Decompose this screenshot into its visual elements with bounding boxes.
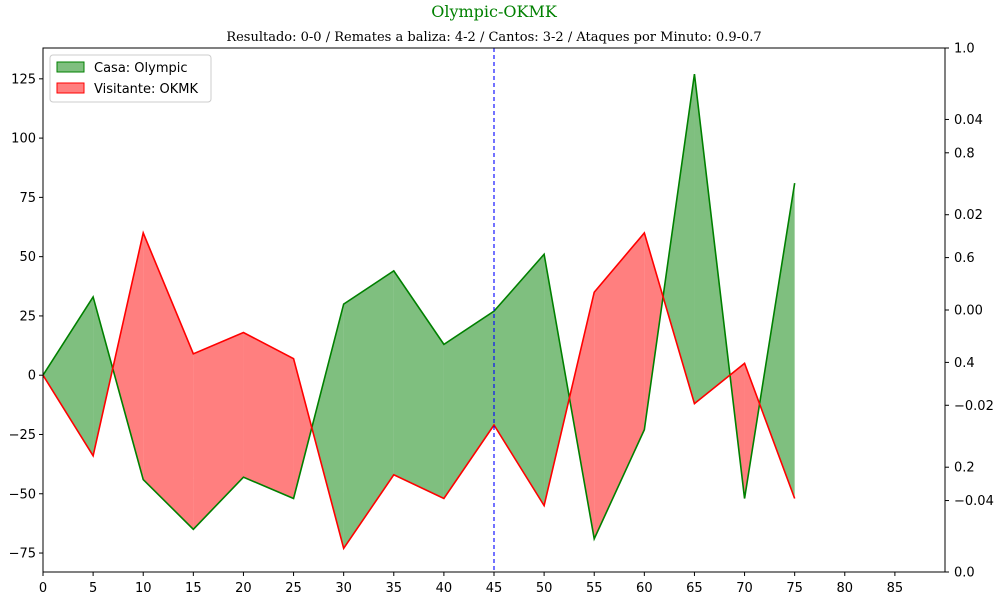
y-tick-label: −50 (9, 487, 36, 502)
legend-swatch-away (56, 82, 85, 94)
legend-label-away: Visitante: OKMK (94, 82, 198, 97)
right-outer-tick-label: 1.0 (954, 42, 975, 57)
right-outer-tick-label: 0.8 (954, 146, 975, 161)
right-inner-tick-label: −0.02 (954, 399, 994, 414)
x-tick-label: 5 (89, 581, 97, 596)
y-tick-label: 50 (19, 250, 36, 265)
right-inner-tick-label: 0.02 (954, 208, 983, 223)
right-outer-tick-label: 0.4 (954, 356, 975, 371)
fill-segment-7-0 (393, 270, 444, 499)
away-series-line (42, 230, 796, 551)
x-tick-label: 30 (335, 581, 352, 596)
fill-segment-14-0 (744, 363, 760, 499)
fill-segment-10-1 (569, 292, 595, 539)
y-tick-label: 0 (28, 369, 36, 384)
x-tick-label: 20 (235, 581, 252, 596)
fill-segment-5-0 (293, 358, 312, 499)
fill-segment-4-0 (243, 332, 294, 499)
right-outer-tick-label: 0.2 (954, 461, 975, 476)
x-tick-label: 80 (837, 581, 854, 596)
axes: 0 5 10 15 20 25 30 35 40 45 50 55 60 65 70 75 80 85 −75 −50… (9, 42, 994, 597)
fill-segment-11-0 (594, 232, 645, 539)
y-tick-label: 125 (11, 72, 36, 87)
x-tick-label: 70 (736, 581, 753, 596)
x-tick-label: 45 (486, 581, 503, 596)
fill-segment-10-0 (544, 254, 570, 506)
x-tick-label: 50 (536, 581, 553, 596)
legend: Casa: Olympic Visitante: OKMK (49, 54, 212, 103)
x-tick-label: 75 (786, 581, 803, 596)
fill-segment-14-1 (759, 183, 795, 499)
fill-segment-1-1 (112, 232, 144, 480)
legend-swatch-home (56, 61, 85, 73)
y-tick-label: 75 (19, 191, 36, 206)
fill-segment-0-0 (43, 296, 94, 456)
fill-segment-13-0 (694, 74, 730, 404)
right-inner-tick-label: 0.00 (954, 304, 983, 319)
x-tick-label: 25 (285, 581, 302, 596)
right-inner-tick-label: −0.04 (954, 494, 994, 509)
x-tick-label: 55 (586, 581, 603, 596)
x-tick-label: 35 (386, 581, 403, 596)
chart-title: Olympic-OKMK (431, 2, 558, 21)
y-tick-label: 100 (11, 132, 36, 147)
legend-label-home: Casa: Olympic (94, 61, 188, 76)
x-tick-label: 65 (686, 581, 703, 596)
right-inner-tick-label: 0.04 (954, 113, 983, 128)
fill-segment-12-1 (663, 74, 695, 404)
home-series-line (42, 73, 796, 542)
x-tick-label: 85 (887, 581, 904, 596)
x-tick-label: 0 (39, 581, 47, 596)
fill-segment-5-1 (311, 304, 344, 549)
fill-segment-6-0 (343, 270, 394, 549)
fill-segment-8-0 (443, 311, 494, 499)
fill-segment-3-0 (193, 332, 244, 530)
y-tick-label: −75 (9, 547, 36, 562)
x-tick-label: 40 (436, 581, 453, 596)
y-tick-label: 25 (19, 309, 36, 324)
fill-segment-9-0 (494, 254, 545, 506)
x-tick-label: 10 (135, 581, 152, 596)
chart-subtitle: Resultado: 0-0 / Remates a baliza: 4-2 /… (226, 30, 761, 45)
y-tick-label: −25 (9, 428, 36, 443)
x-tick-label: 60 (636, 581, 653, 596)
right-outer-tick-label: 0.0 (954, 566, 975, 581)
plot-area (42, 48, 796, 572)
right-outer-tick-label: 0.6 (954, 251, 975, 266)
x-tick-label: 15 (185, 581, 202, 596)
legend-box (49, 54, 212, 103)
fill-segment-2-0 (143, 232, 194, 530)
fill-segment-1-0 (93, 296, 113, 456)
